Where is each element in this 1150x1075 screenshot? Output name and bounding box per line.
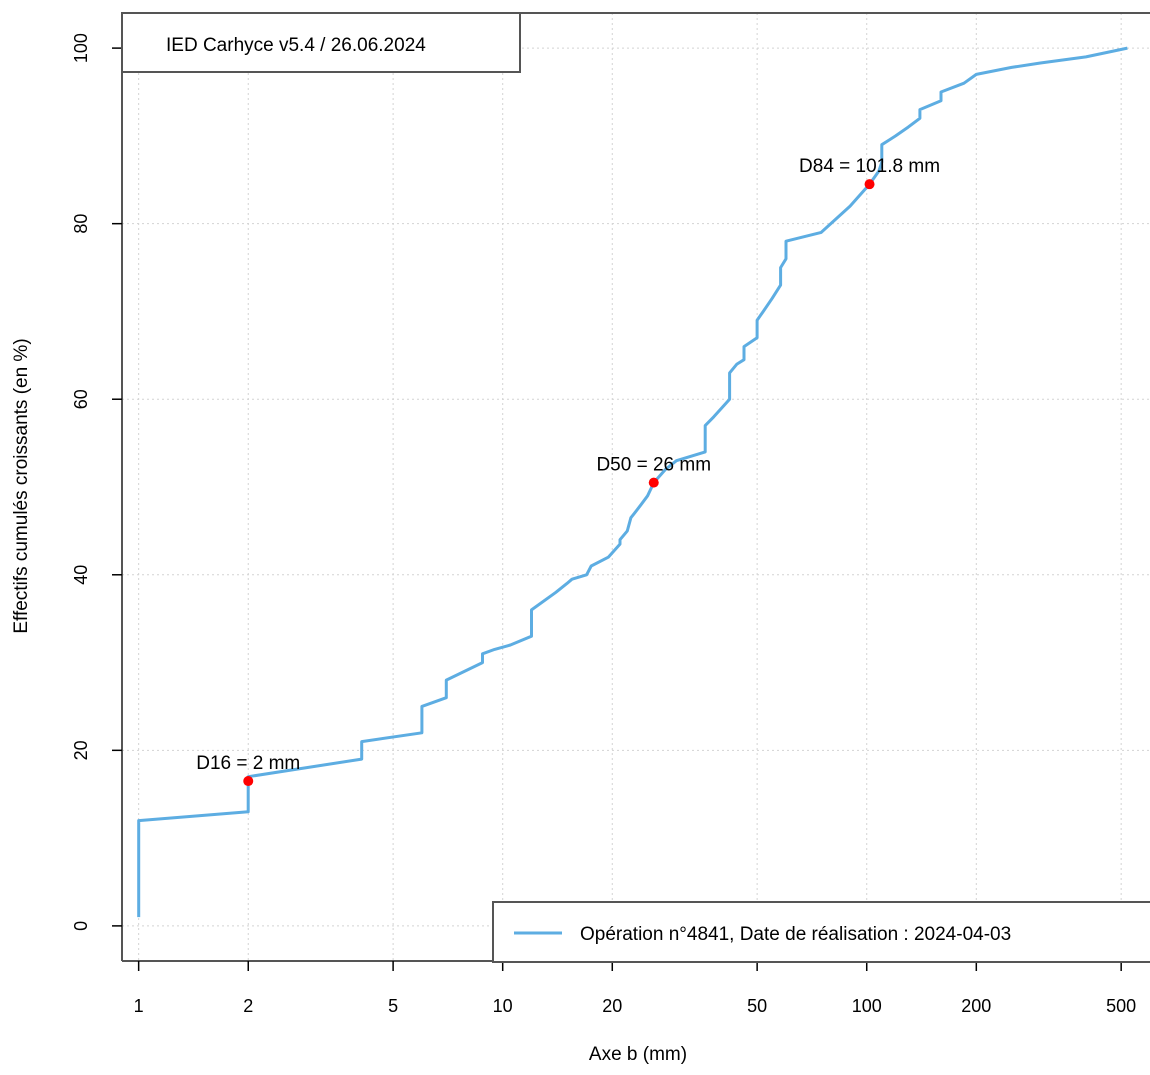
legend-label: Opération n°4841, Date de réalisation : … (580, 924, 1011, 945)
legend: Opération n°4841, Date de réalisation : … (492, 901, 1150, 963)
marker-point (243, 776, 254, 787)
marker-point (648, 477, 659, 488)
y-tick-label: 20 (71, 740, 91, 760)
x-tick-label: 500 (1106, 996, 1136, 1016)
series-layer (137, 46, 1128, 918)
marker-label: D50 = 26 mm (596, 455, 711, 476)
marker-label: D84 = 101.8 mm (799, 156, 940, 177)
x-tick-label: 5 (388, 996, 398, 1016)
y-tick-label: 60 (71, 389, 91, 409)
grid-lines (122, 13, 1150, 961)
x-tick-label: 50 (747, 996, 767, 1016)
chart-title: IED Carhyce v5.4 / 26.06.2024 (166, 35, 426, 56)
marker-point (864, 179, 875, 190)
y-tick-label: 40 (71, 565, 91, 585)
x-tick-label: 1 (134, 996, 144, 1016)
y-tick-label: 100 (71, 33, 91, 63)
x-axis-title: Axe b (mm) (589, 1044, 687, 1065)
x-tick-label: 10 (493, 996, 513, 1016)
x-tick-label: 100 (852, 996, 882, 1016)
marker-label: D16 = 2 mm (196, 753, 300, 774)
x-tick-label: 200 (961, 996, 991, 1016)
y-axis-title: Effectifs cumulés croissants (en %) (11, 338, 32, 633)
x-tick-label: 20 (602, 996, 622, 1016)
y-tick-label: 80 (71, 214, 91, 234)
title-box: IED Carhyce v5.4 / 26.06.2024 (121, 12, 521, 73)
axes-layer: 1 2 5 10 20 50 100 200 500 0 20 40 60 80 100 (71, 12, 1150, 1016)
x-tick-label: 2 (243, 996, 253, 1016)
series-line (137, 46, 1128, 918)
markers-layer: D16 = 2 mm D50 = 26 mm D84 = 101.8 mm (196, 156, 940, 787)
y-tick-label: 0 (71, 921, 91, 931)
